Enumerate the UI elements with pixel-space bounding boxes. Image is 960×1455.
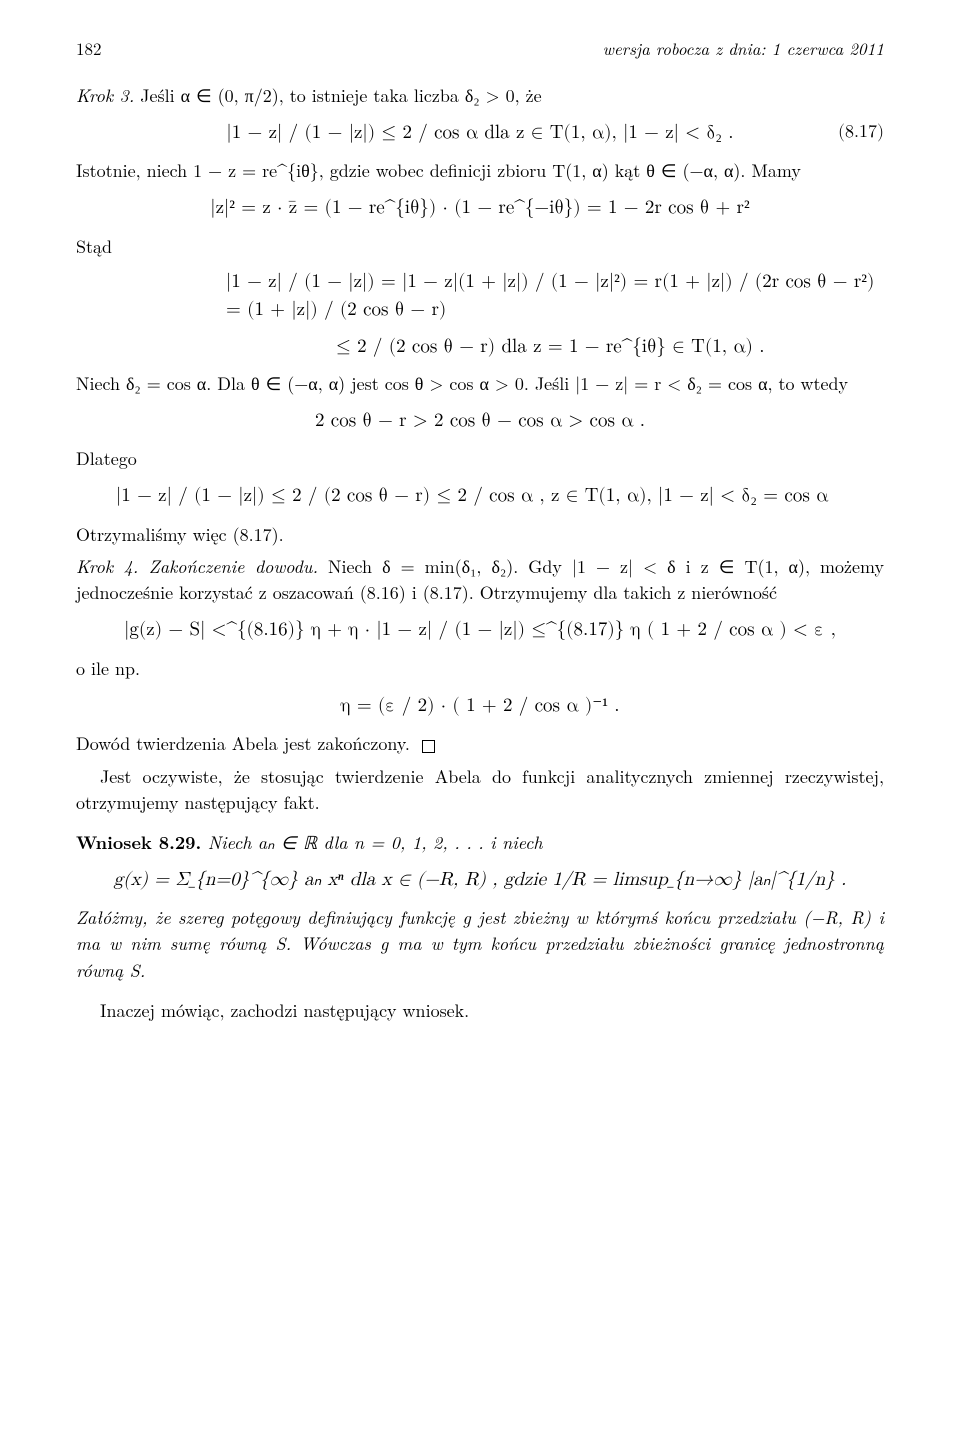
wniosek-para: Wniosek 8.29. Niech aₙ ∈ ℝ dla n = 0, 1,…	[76, 830, 884, 856]
page-number: 182	[76, 36, 102, 61]
oile-para: o ile np.	[76, 656, 884, 682]
running-header: 182 wersja robocza z dnia: 1 czerwca 201…	[76, 36, 884, 61]
otrzymalismy-para: Otrzymaliśmy więc (8.17).	[76, 522, 884, 548]
krok4-label: Krok 4. Zakończenie dowodu.	[76, 554, 318, 579]
eq-modulus: |z|² = z · z̄ = (1 − re^{iθ}) · (1 − re^…	[76, 194, 884, 222]
qed-box-icon	[422, 740, 435, 753]
eq-chain-2: ≤ 2 / (2 cos θ − r) dla z = 1 − re^{iθ} …	[336, 333, 884, 361]
jest-ocz-para: Jest oczywiste, że stosując twierdzenie …	[76, 764, 884, 816]
inaczej-para: Inaczej mówiąc, zachodzi następujący wni…	[76, 998, 884, 1024]
zalozmy-para: Załóżmy, że szereg potęgowy definiujący …	[76, 905, 884, 983]
eq-wniosek: g(x) = Σ_{n=0}^{∞} aₙ xⁿ dla x ∈ (−R, R)…	[76, 866, 884, 894]
krok3-label: Krok 3.	[76, 83, 134, 108]
eq-cos: 2 cos θ − r > 2 cos θ − cos α > cos α .	[76, 407, 884, 435]
eq-eta: η = (ε / 2) · ( 1 + 2 / cos α )⁻¹ .	[76, 692, 884, 720]
niech-delta-para: Niech δ₂ = cos α. Dla θ ∈ (−α, α) jest c…	[76, 371, 884, 397]
page: 182 wersja robocza z dnia: 1 czerwca 201…	[0, 0, 960, 1455]
version-text: wersja robocza z dnia: 1 czerwca 2011	[603, 36, 884, 61]
eq-dlatego: |1 − z| / (1 − |z|) ≤ 2 / (2 cos θ − r) …	[116, 482, 884, 510]
dowod-zak-text: Dowód twierdzenia Abela jest zakończony.	[76, 731, 410, 756]
wniosek-text: Niech aₙ ∈ ℝ dla n = 0, 1, 2, . . . i ni…	[201, 830, 542, 855]
dowod-zak-para: Dowód twierdzenia Abela jest zakończony.	[76, 731, 884, 757]
stad-para: Stąd	[76, 234, 884, 260]
istotnie-para: Istotnie, niech 1 − z = re^{iθ}, gdzie w…	[76, 158, 884, 184]
eq-8-17: |1 − z| / (1 − |z|) ≤ 2 / cos α dla z ∈ …	[76, 119, 884, 147]
krok4-para: Krok 4. Zakończenie dowodu. Niech δ = mi…	[76, 554, 884, 606]
eq-8-17-number: (8.17)	[838, 119, 884, 145]
dlatego-para: Dlatego	[76, 446, 884, 472]
eq-chain-1: |1 − z| / (1 − |z|) = |1 − z|(1 + |z|) /…	[226, 268, 884, 323]
eq-8-17-formula: |1 − z| / (1 − |z|) ≤ 2 / cos α dla z ∈ …	[226, 119, 733, 147]
wniosek-label: Wniosek 8.29.	[76, 830, 201, 855]
krok3-text: Jeśli α ∈ (0, π/2), to istnieje taka lic…	[134, 83, 541, 108]
eq-gz: |g(z) − S| <^{(8.16)} η + η · |1 − z| / …	[76, 616, 884, 644]
krok3-para: Krok 3. Jeśli α ∈ (0, π/2), to istnieje …	[76, 83, 884, 109]
